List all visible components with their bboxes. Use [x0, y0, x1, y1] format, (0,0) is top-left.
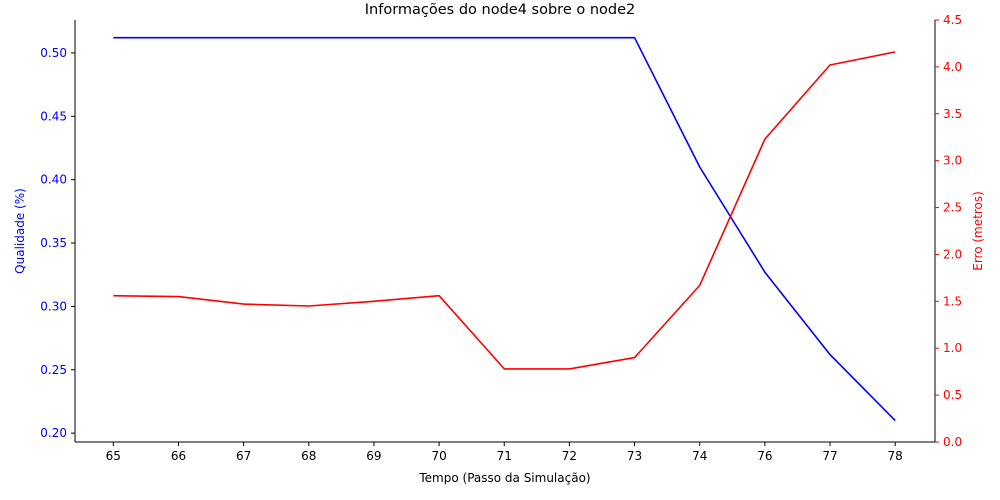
y-left-tick-label: 0.45	[40, 109, 67, 123]
y-right-tick-label: 3.5	[943, 107, 962, 121]
y-axis-right: 0.0 0.5 1.0 1.5 2.0 2.5 3.0 3.5 4.0 4.5	[935, 13, 962, 449]
y-right-tick-label: 2.5	[943, 201, 962, 215]
x-tick-label: 65	[106, 449, 121, 463]
x-tick-label: 73	[627, 449, 642, 463]
y-axis-right-title: Erro (metros)	[971, 191, 985, 271]
y-right-tick-label: 0.0	[943, 435, 962, 449]
y-right-tick-label: 4.0	[943, 60, 962, 74]
series-line-qualidade	[113, 36, 896, 422]
y-axis-left: 0.20 0.25 0.30 0.35 0.40 0.45 0.50	[40, 46, 75, 440]
series-layer	[113, 36, 896, 422]
x-tick-label: 78	[888, 449, 903, 463]
y-left-tick-label: 0.30	[40, 299, 67, 313]
x-tick-label: 67	[236, 449, 251, 463]
y-right-tick-label: 4.5	[943, 13, 962, 27]
y-left-tick-label: 0.35	[40, 236, 67, 250]
y-right-tick-label: 1.0	[943, 341, 962, 355]
x-tick-label: 74	[692, 449, 707, 463]
x-tick-label: 72	[562, 449, 577, 463]
y-right-tick-label: 2.0	[943, 247, 962, 261]
y-left-tick-label: 0.50	[40, 46, 67, 60]
x-axis-title: Tempo (Passo da Simulação)	[418, 471, 590, 485]
y-left-tick-label: 0.20	[40, 426, 67, 440]
x-tick-label: 66	[171, 449, 186, 463]
y-right-tick-label: 1.5	[943, 294, 962, 308]
y-left-tick-label: 0.25	[40, 363, 67, 377]
x-tick-label: 69	[366, 449, 381, 463]
x-tick-label: 71	[497, 449, 512, 463]
x-tick-label: 77	[822, 449, 837, 463]
x-tick-label: 68	[301, 449, 316, 463]
y-left-tick-label: 0.40	[40, 173, 67, 187]
chart-title: Informações do node4 sobre o node2	[365, 2, 636, 18]
x-axis: 65 66 67 68 69 70 71 72 73 74 76 77 78	[106, 442, 903, 463]
x-tick-label: 70	[431, 449, 446, 463]
x-tick-label: 76	[757, 449, 772, 463]
y-right-tick-label: 0.5	[943, 388, 962, 402]
series-line-erro	[113, 51, 896, 370]
y-right-tick-label: 3.0	[943, 154, 962, 168]
plot-frame	[74, 20, 936, 443]
y-axis-left-title: Qualidade (%)	[13, 188, 27, 274]
